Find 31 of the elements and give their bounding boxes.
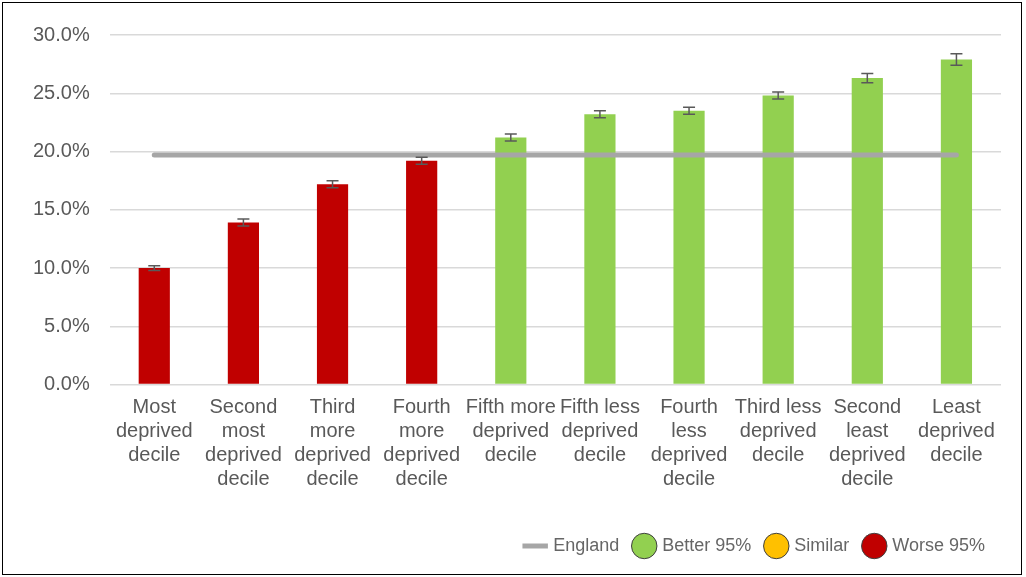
bar (138, 268, 170, 384)
x-tick-label: Second least deprived decile (828, 395, 906, 490)
x-tick-label: Fourth less deprived decile (650, 395, 728, 490)
legend-label: England (553, 534, 620, 555)
y-tick-label: 20.0% (32, 139, 90, 162)
x-tick-label: Third less deprived decile (734, 395, 822, 466)
bar (584, 114, 616, 384)
bar (406, 160, 438, 384)
y-tick-label: 10.0% (32, 255, 90, 278)
x-tick-label: Fifth more deprived decile (465, 395, 556, 466)
x-tick-label: Fifth less deprived decile (559, 395, 640, 466)
bar (227, 222, 259, 384)
bar (762, 95, 794, 384)
bar (940, 59, 973, 384)
x-tick-label: Least deprived decile (918, 395, 995, 466)
bar (495, 137, 527, 384)
legend-label: Worse 95% (892, 534, 986, 555)
y-tick-label: 5.0% (44, 313, 90, 336)
x-tick-label: Fourth more deprived decile (383, 395, 461, 490)
legend-label: Similar (794, 534, 850, 555)
x-tick-label: Third more deprived decile (294, 395, 371, 490)
bar (673, 110, 705, 384)
bar (316, 184, 349, 384)
legend-label: Better 95% (662, 534, 752, 555)
x-tick-label: Second most deprived decile (205, 395, 282, 490)
y-tick-label: 25.0% (32, 80, 90, 103)
x-tick-label: Most deprived decile (115, 395, 193, 466)
y-tick-label: 15.0% (32, 197, 90, 220)
y-tick-label: 30.0% (32, 22, 90, 45)
bar (851, 78, 883, 384)
y-tick-label: 0.0% (44, 372, 90, 395)
